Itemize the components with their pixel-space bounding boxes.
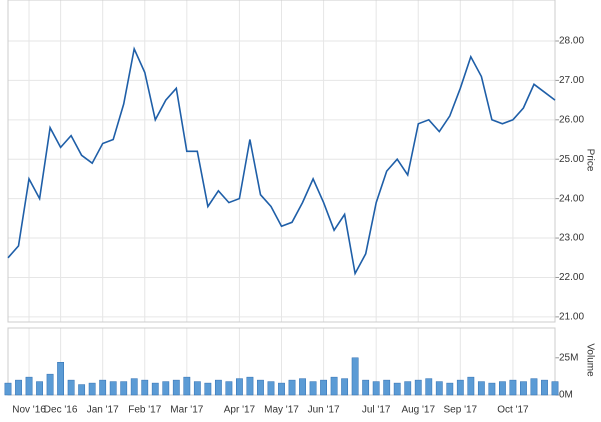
volume-bar bbox=[425, 378, 433, 396]
x-tick-label: Jul '17 bbox=[362, 405, 391, 416]
volume-bar bbox=[130, 378, 138, 396]
volume-bar bbox=[162, 381, 170, 396]
y-tick-label: 21.00 bbox=[559, 312, 584, 323]
volume-bar bbox=[551, 381, 559, 396]
y-tick-label: 27.00 bbox=[559, 75, 584, 86]
volume-bar bbox=[214, 379, 222, 396]
y-tick-label: 28.00 bbox=[559, 36, 584, 47]
volume-bar bbox=[320, 379, 327, 396]
y-tick-label: 22.00 bbox=[559, 272, 584, 283]
y-tick-label: 25.00 bbox=[559, 154, 584, 165]
volume-bar bbox=[520, 381, 527, 396]
panel-frame bbox=[7, 0, 556, 323]
x-tick-label: Apr '17 bbox=[224, 405, 256, 416]
volume-bar bbox=[541, 379, 548, 396]
volume-bar bbox=[351, 357, 359, 396]
volume-bar bbox=[414, 379, 422, 396]
y-tick-label: 25M bbox=[559, 352, 578, 363]
y-axis-title: Volume bbox=[584, 343, 595, 377]
volume-bar bbox=[36, 381, 43, 396]
volume-bar bbox=[404, 381, 412, 396]
volume-bar bbox=[446, 382, 454, 396]
volume-bar bbox=[246, 376, 254, 396]
volume-bar bbox=[498, 381, 506, 396]
x-tick-label: Sep '17 bbox=[444, 405, 478, 416]
volume-bar bbox=[78, 384, 86, 396]
volume-bar bbox=[488, 382, 496, 396]
volume-bar bbox=[4, 382, 12, 396]
volume-bar bbox=[393, 382, 401, 396]
volume-bar bbox=[288, 379, 296, 396]
x-tick-label: May '17 bbox=[264, 405, 299, 416]
volume-bar bbox=[456, 379, 464, 396]
y-tick-label: 24.00 bbox=[559, 193, 584, 204]
volume-bar bbox=[267, 381, 275, 396]
volume-bar bbox=[477, 381, 485, 396]
volume-bar bbox=[435, 381, 443, 396]
volume-bar bbox=[193, 381, 201, 396]
x-tick-label: Aug '17 bbox=[401, 405, 435, 416]
volume-bar bbox=[99, 379, 107, 396]
volume-bar bbox=[67, 379, 75, 396]
volume-bar bbox=[120, 381, 128, 396]
volume-bar bbox=[109, 381, 117, 396]
volume-bar bbox=[15, 379, 22, 396]
x-tick-label: Mar '17 bbox=[170, 405, 203, 416]
volume-bar bbox=[299, 378, 306, 396]
volume-bar bbox=[341, 378, 349, 396]
x-tick-label: Oct '17 bbox=[497, 405, 529, 416]
volume-bar bbox=[225, 381, 233, 396]
volume-bar bbox=[362, 379, 370, 396]
x-tick-label: Jan '17 bbox=[87, 405, 119, 416]
volume-bar bbox=[25, 376, 33, 396]
volume-bar bbox=[141, 379, 149, 396]
volume-bar bbox=[151, 382, 159, 396]
x-tick-label: Jun '17 bbox=[308, 405, 340, 416]
y-tick-label: 0M bbox=[559, 390, 573, 401]
volume-bar bbox=[467, 376, 475, 396]
volume-bar bbox=[309, 381, 317, 396]
volume-bar bbox=[530, 378, 538, 396]
volume-bar bbox=[183, 376, 191, 396]
volume-bar bbox=[88, 382, 96, 396]
volume-bar bbox=[509, 379, 517, 396]
volume-bar bbox=[383, 379, 391, 396]
volume-bar bbox=[236, 378, 243, 396]
x-tick-label: Nov '16 bbox=[12, 405, 46, 416]
x-tick-label: Feb '17 bbox=[128, 405, 161, 416]
volume-bar bbox=[204, 382, 212, 396]
volume-bar bbox=[330, 376, 338, 396]
volume-bar bbox=[57, 361, 65, 396]
y-tick-label: 23.00 bbox=[559, 233, 584, 244]
volume-bar bbox=[278, 382, 285, 396]
volume-bar bbox=[257, 379, 264, 396]
volume-bar bbox=[172, 379, 180, 396]
y-tick-label: 26.00 bbox=[559, 114, 584, 125]
x-tick-label: Dec '16 bbox=[44, 405, 78, 416]
volume-bar bbox=[46, 373, 54, 396]
y-axis-title: Price bbox=[584, 149, 595, 172]
price-line bbox=[7, 46, 556, 276]
volume-bar bbox=[372, 381, 380, 396]
